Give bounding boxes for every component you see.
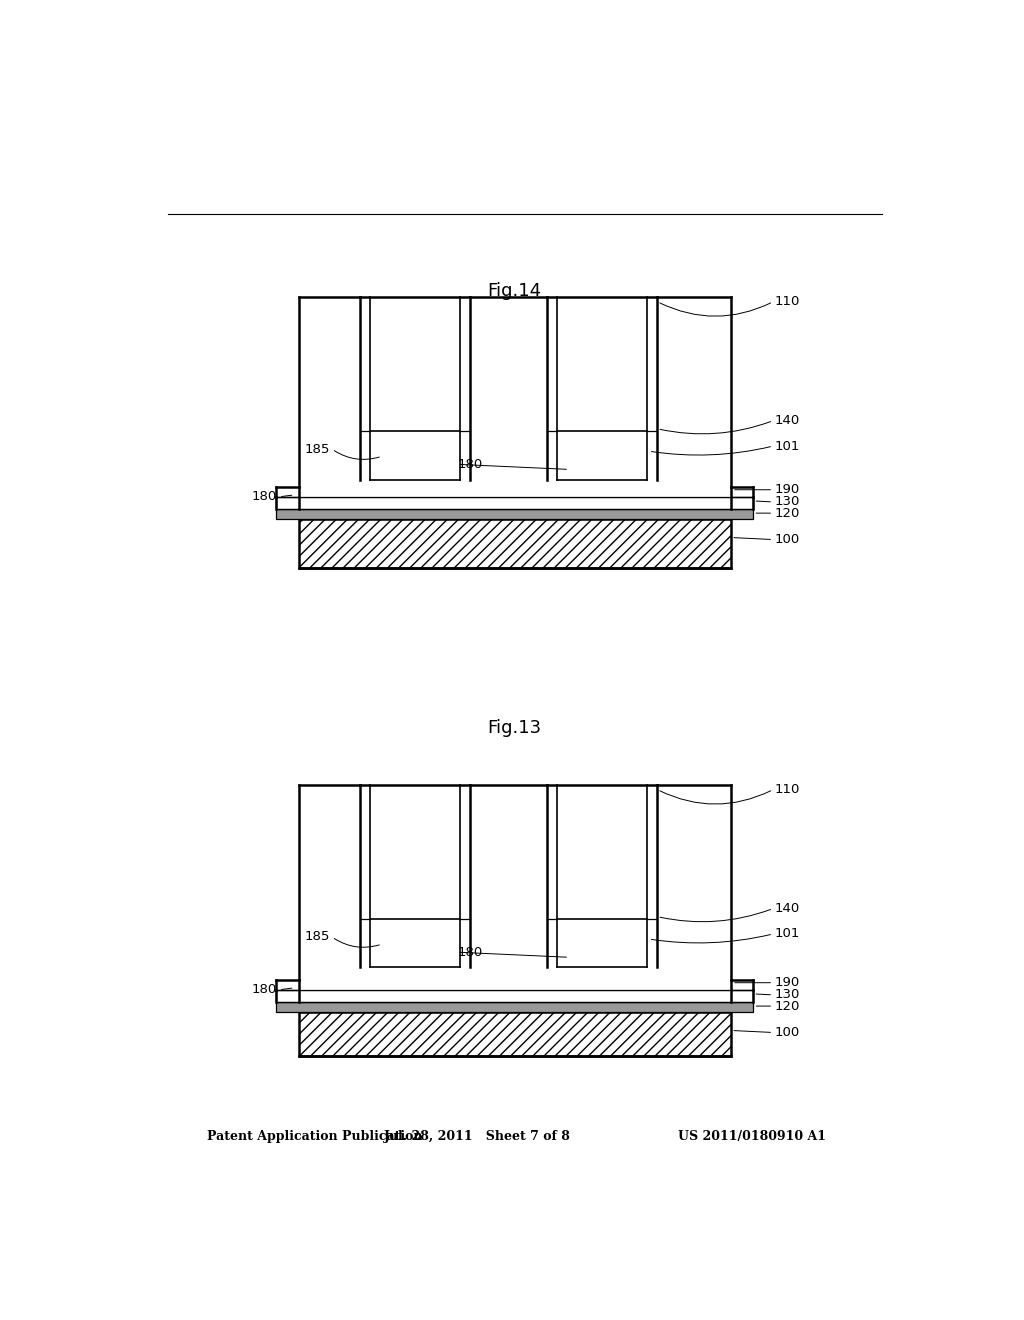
Text: 120: 120 xyxy=(775,999,800,1012)
Text: 110: 110 xyxy=(775,296,800,308)
Bar xyxy=(470,784,547,968)
Bar xyxy=(557,430,647,479)
Text: Fig.14: Fig.14 xyxy=(487,281,542,300)
Text: 130: 130 xyxy=(775,989,800,1002)
Text: 100: 100 xyxy=(775,533,800,546)
Bar xyxy=(657,297,731,479)
Bar xyxy=(276,990,754,1002)
Bar xyxy=(299,297,359,479)
Bar xyxy=(276,1002,754,1012)
Bar xyxy=(470,297,547,479)
Bar xyxy=(299,479,731,496)
Bar xyxy=(299,1012,731,1056)
Text: 110: 110 xyxy=(775,783,800,796)
Bar xyxy=(370,919,460,968)
Text: 190: 190 xyxy=(775,977,800,989)
Text: 185: 185 xyxy=(305,931,331,944)
Text: 185: 185 xyxy=(305,442,331,455)
Text: Fig.13: Fig.13 xyxy=(487,718,542,737)
Text: 190: 190 xyxy=(775,483,800,496)
Text: 140: 140 xyxy=(775,902,800,915)
Text: 180: 180 xyxy=(252,983,278,997)
Text: 180: 180 xyxy=(458,458,482,471)
Text: 140: 140 xyxy=(775,414,800,428)
Bar xyxy=(299,784,359,968)
Text: 130: 130 xyxy=(775,495,800,508)
Text: US 2011/0180910 A1: US 2011/0180910 A1 xyxy=(678,1130,826,1143)
Text: Patent Application Publication: Patent Application Publication xyxy=(207,1130,423,1143)
Text: 180: 180 xyxy=(458,945,482,958)
Text: 120: 120 xyxy=(775,507,800,520)
Text: 100: 100 xyxy=(775,1026,800,1039)
Bar xyxy=(276,496,754,510)
Bar xyxy=(370,430,460,479)
Text: 101: 101 xyxy=(775,440,800,453)
Text: 180: 180 xyxy=(252,490,278,503)
Bar xyxy=(557,919,647,968)
Bar xyxy=(299,519,731,568)
Bar xyxy=(657,784,731,968)
Text: 101: 101 xyxy=(775,928,800,940)
Bar xyxy=(276,510,754,519)
Bar xyxy=(299,968,731,990)
Text: Jul. 28, 2011   Sheet 7 of 8: Jul. 28, 2011 Sheet 7 of 8 xyxy=(384,1130,570,1143)
